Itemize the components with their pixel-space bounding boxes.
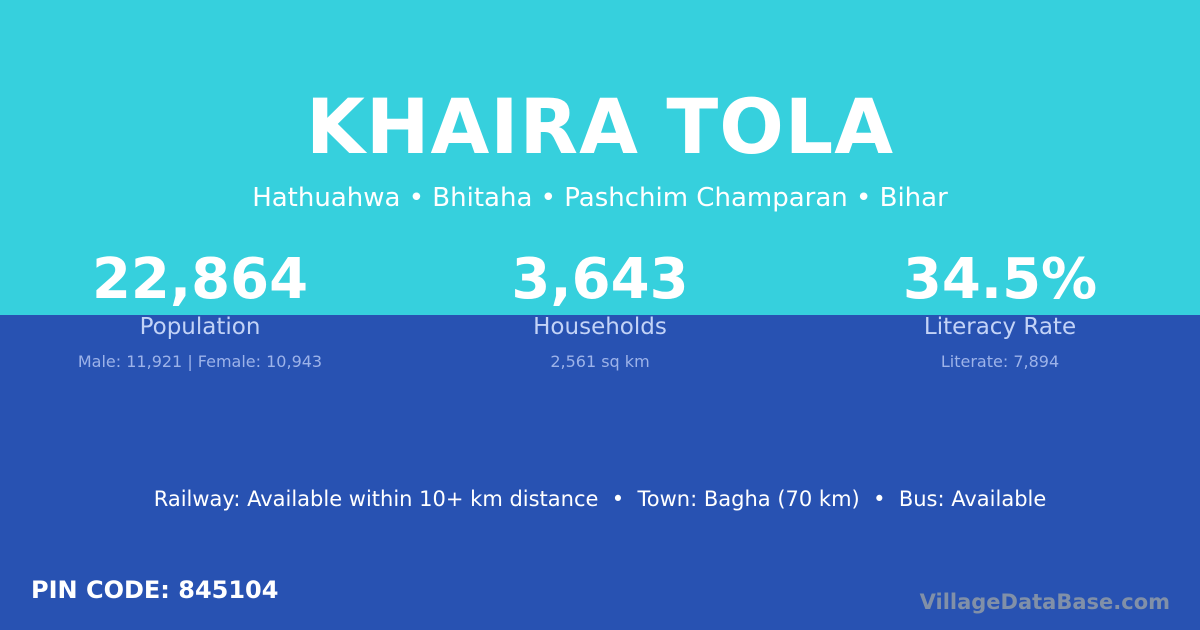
stat-value: 34.5% [902,247,1098,312]
body-band [0,315,1200,630]
pin-code: PIN CODE: 845104 [31,576,279,604]
stat-literacy: 34.5% Literacy Rate Literate: 7,894 [800,247,1200,372]
stat-value: 22,864 [91,247,309,312]
header-band [0,0,1200,315]
stat-label: Literacy Rate [923,314,1077,340]
stat-detail: Literate: 7,894 [940,352,1060,371]
stat-population: 22,864 Population Male: 11,921 | Female:… [0,247,400,372]
stat-label: Population [139,314,261,340]
location-subtitle: Hathuahwa • Bhitaha • Pashchim Champaran… [252,183,948,213]
stat-households: 3,643 Households 2,561 sq km [400,247,800,372]
stat-detail: 2,561 sq km [550,352,650,371]
village-title: KHAIRA TOLA [305,82,895,171]
stat-value: 3,643 [511,247,689,312]
stat-detail: Male: 11,921 | Female: 10,943 [77,352,323,371]
transport-info: Railway: Available within 10+ km distanc… [153,487,1047,511]
stat-label: Households [533,314,667,340]
watermark: VillageDataBase.com [919,590,1170,614]
